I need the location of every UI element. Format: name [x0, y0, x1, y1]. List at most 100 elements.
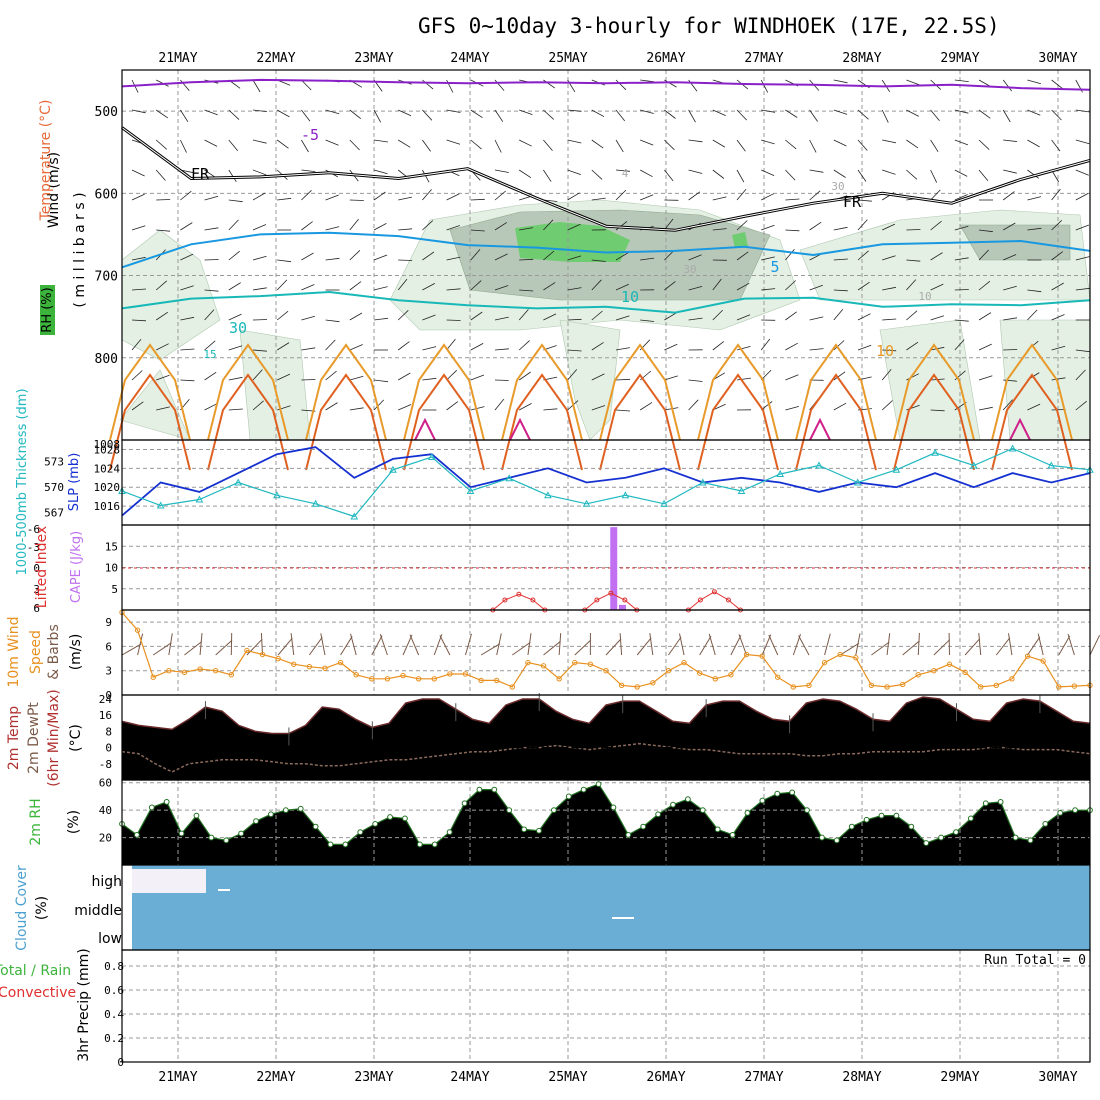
wind-barb: [906, 229, 921, 231]
wind-speed-marker: [212, 668, 219, 674]
surface-wind-barb: [496, 633, 502, 656]
wind-barb: [615, 139, 624, 153]
wind-barb: [470, 109, 483, 119]
lifted-index-marker: [502, 597, 508, 603]
bottom-date-label: 29MAY: [940, 1070, 979, 1085]
wind-barb: [301, 379, 316, 381]
wind-barb: [833, 226, 848, 231]
wind-barb: [1051, 282, 1064, 291]
surface-wind-barb: [402, 634, 413, 656]
isotherm-label: 30: [831, 180, 844, 193]
rh-marker: [1057, 810, 1064, 816]
wind-barb: [180, 379, 195, 382]
wind-barb: [349, 109, 362, 120]
wind-speed-marker: [150, 674, 156, 680]
wind-barb: [809, 221, 822, 231]
wind-barb: [470, 374, 485, 381]
wind-speed-marker: [946, 661, 953, 667]
rh-marker: [238, 830, 245, 837]
panel-frame: [121, 439, 1091, 526]
wind-barb: [930, 283, 944, 291]
wind-barb: [543, 282, 556, 291]
y-tick-label-cape: 10: [105, 562, 118, 575]
surface-wind-barb: [558, 633, 562, 656]
isotherm-label: FR: [843, 193, 862, 211]
wind-barb: [543, 219, 554, 231]
isotherm-line: [501, 343, 583, 441]
wind-barb: [615, 109, 626, 122]
wind-barb: [349, 281, 362, 291]
lifted-index-marker: [594, 597, 600, 603]
thickness-marker: [621, 491, 630, 499]
wind-barb: [1027, 227, 1042, 231]
wind-barb: [978, 249, 989, 261]
wind-barb: [494, 316, 509, 321]
wind-barb: [1002, 191, 1015, 201]
axis-label-speed: Speed: [28, 630, 44, 674]
wind-barb: [736, 346, 751, 351]
y-tick-label: 9: [105, 616, 112, 629]
wind-barb: [736, 251, 749, 261]
wind-barb: [881, 109, 889, 123]
wind-barb: [373, 399, 384, 411]
wind-barb: [1027, 169, 1039, 179]
thickness-marker: [737, 486, 746, 494]
rh-marker: [640, 823, 647, 830]
wind-barb: [398, 196, 412, 201]
wind-barb: [881, 369, 892, 381]
wind-barb: [978, 139, 990, 150]
wind-barb: [252, 255, 267, 261]
wind-barb: [373, 254, 388, 261]
wind-barb: [1075, 224, 1090, 231]
wind-barb: [1051, 220, 1062, 231]
wind-barb: [131, 401, 144, 411]
surface-wind-barb: [260, 632, 264, 656]
y-tick-label: 8: [105, 725, 112, 738]
isotherm-line: [809, 417, 831, 441]
rh-marker: [416, 841, 423, 848]
wind-barb: [155, 280, 168, 291]
wind-barb: [252, 287, 267, 291]
wind-barb: [180, 222, 193, 231]
y-tick-label-thickness: 570: [44, 481, 64, 494]
wind-barb: [180, 348, 195, 351]
isotherm-line: [991, 373, 1073, 471]
y-tick-label-slp: 1016: [94, 500, 121, 513]
wind-barb: [470, 139, 482, 150]
surface-wind-barb: [574, 639, 592, 656]
isotherm-label: 10: [621, 288, 639, 306]
wind-speed-marker: [181, 669, 188, 676]
wind-barb: [664, 375, 678, 381]
rh-marker: [908, 823, 915, 830]
rh-marker: [208, 834, 215, 841]
y-tick-label: 20: [99, 832, 112, 845]
wind-barb: [422, 346, 437, 351]
panels: 21MAY 21MAY 22MAY 22MAY 23MAY 23MAY 24MAY 24MAY…: [0, 51, 1100, 1085]
wind-speed-marker: [775, 674, 781, 680]
isotherm-label: 5: [770, 258, 779, 276]
wind-barb: [422, 377, 437, 381]
isotherm-line: [501, 373, 583, 471]
surface-wind-barb: [679, 633, 685, 656]
y-tick-label: 0.8: [104, 960, 124, 973]
surface-wind-barb: [902, 640, 920, 656]
rh-marker: [595, 781, 602, 788]
wind-barb: [954, 139, 969, 146]
wind-speed-marker: [1056, 684, 1062, 690]
wind-barb: [785, 139, 797, 150]
wind-barb: [688, 254, 702, 261]
wind-barb: [1027, 196, 1042, 201]
surface-wind-barb: [1058, 635, 1071, 656]
wind-barb: [857, 109, 869, 120]
rh-legend-swatch: [40, 285, 55, 335]
rh-marker: [833, 837, 840, 844]
rh-area-high: [732, 232, 748, 248]
wind-barb: [131, 288, 147, 291]
isotherm-line: [795, 373, 877, 471]
wind-barb: [930, 169, 938, 183]
wind-barb: [397, 341, 410, 351]
wind-barb: [882, 223, 896, 231]
y-tick-label: 0.4: [104, 1008, 124, 1021]
axis-label-cape: CAPE (J/kg): [69, 531, 84, 603]
wind-barb: [422, 139, 431, 152]
